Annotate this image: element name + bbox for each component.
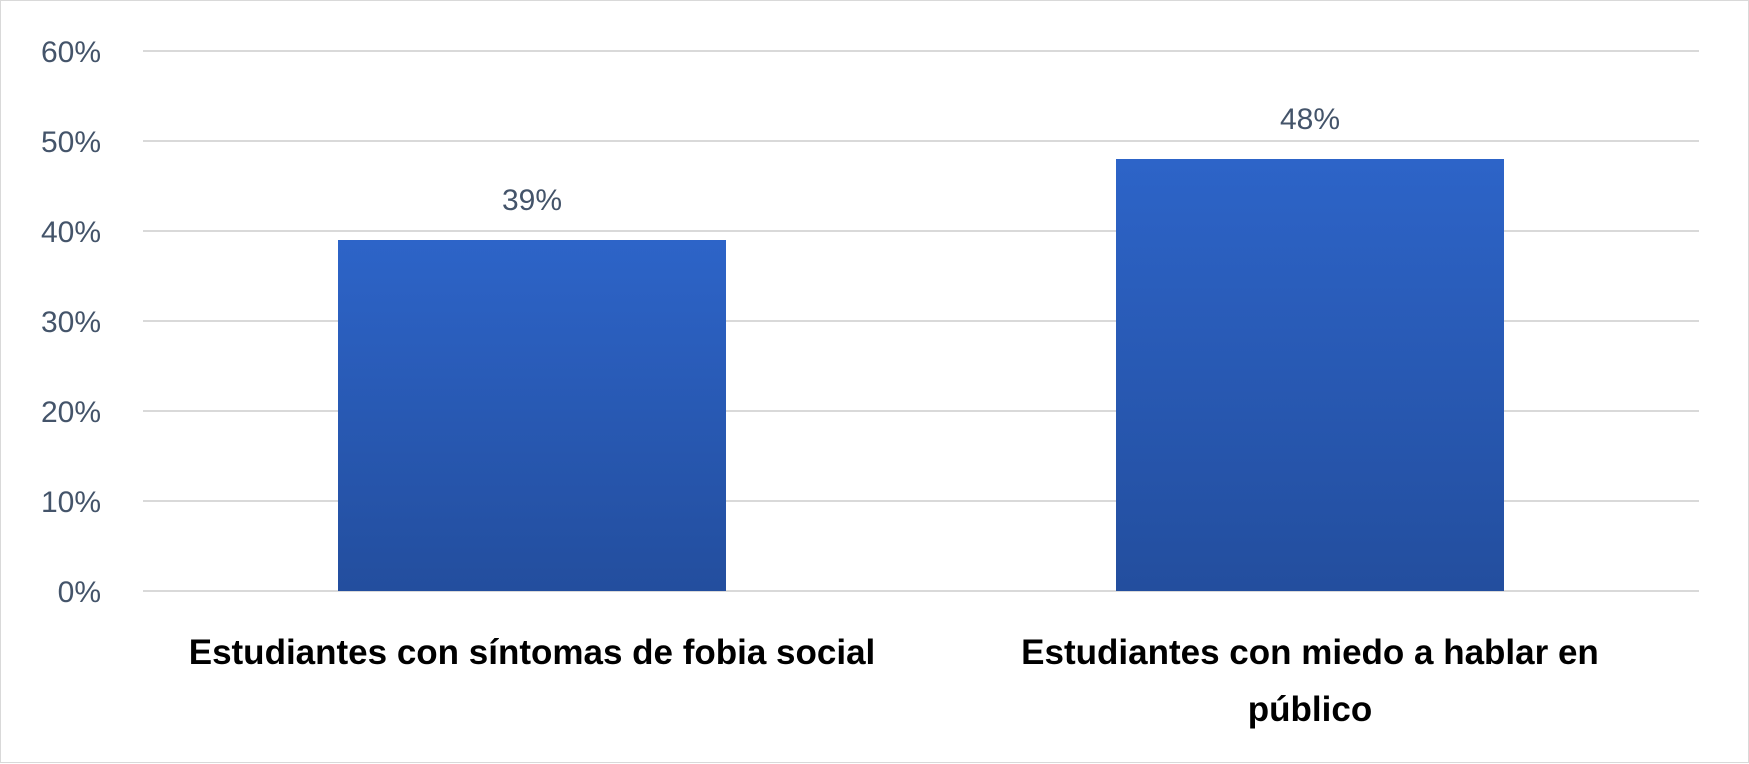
y-tick-label: 20% bbox=[41, 396, 101, 429]
x-axis-categories: Estudiantes con síntomas de fobia social… bbox=[189, 633, 1599, 729]
bar bbox=[338, 240, 726, 591]
data-label: 39% bbox=[502, 184, 562, 217]
y-axis-ticks: 0% 10% 20% 30% 40% 50% 60% bbox=[41, 36, 101, 609]
y-tick-label: 10% bbox=[41, 486, 101, 519]
data-label: 48% bbox=[1280, 103, 1340, 136]
y-tick-label: 60% bbox=[41, 36, 101, 69]
y-tick-label: 30% bbox=[41, 306, 101, 339]
bars bbox=[338, 159, 1504, 591]
y-tick-label: 0% bbox=[58, 576, 101, 609]
data-labels: 39% 48% bbox=[502, 103, 1340, 217]
x-category-label: Estudiantes con miedo a hablar en público bbox=[1021, 633, 1599, 729]
y-tick-label: 40% bbox=[41, 216, 101, 249]
x-category-label: Estudiantes con síntomas de fobia social bbox=[189, 633, 876, 672]
bar bbox=[1116, 159, 1504, 591]
y-tick-label: 50% bbox=[41, 126, 101, 159]
